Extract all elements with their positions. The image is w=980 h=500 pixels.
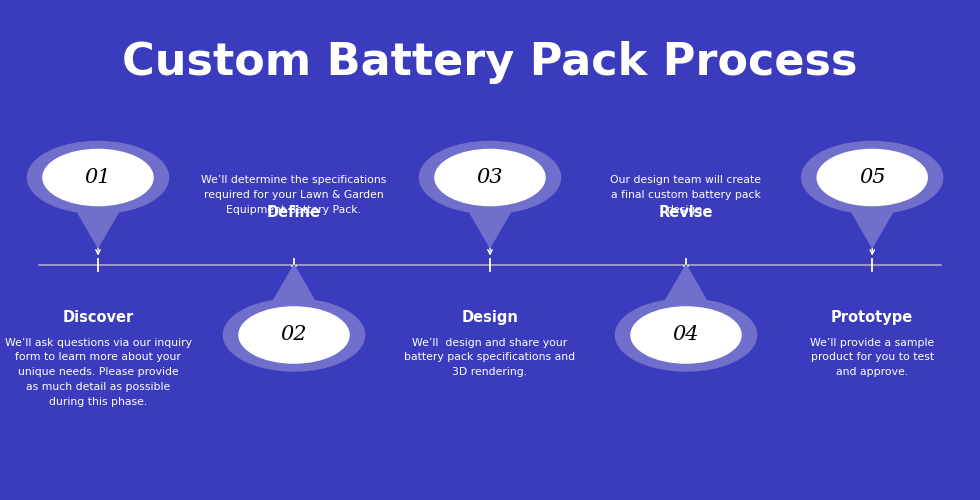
Circle shape [615,299,757,371]
Circle shape [43,150,153,206]
Text: Define: Define [267,205,321,220]
Text: Our design team will create
a final custom battery pack
design.: Our design team will create a final cust… [611,176,761,215]
Text: Design: Design [462,310,518,325]
Polygon shape [651,265,721,326]
Text: Custom Battery Pack Process: Custom Battery Pack Process [122,41,858,84]
Text: 02: 02 [280,326,308,344]
Circle shape [239,307,349,363]
Text: 03: 03 [476,168,504,187]
Text: Prototype: Prototype [831,310,913,325]
Text: Discover: Discover [63,310,133,325]
Polygon shape [259,265,329,326]
Circle shape [817,150,927,206]
Circle shape [419,142,561,214]
Polygon shape [455,186,525,248]
Text: We’ll  design and share your
battery pack specifications and
3D rendering.: We’ll design and share your battery pack… [405,338,575,377]
Text: We’ll provide a sample
product for you to test
and approve.: We’ll provide a sample product for you t… [810,338,934,377]
Circle shape [435,150,545,206]
Circle shape [223,299,365,371]
Text: Revise: Revise [659,205,713,220]
Text: 01: 01 [84,168,112,187]
Circle shape [27,142,169,214]
Text: 04: 04 [672,326,700,344]
Polygon shape [63,186,133,248]
Text: 05: 05 [858,168,886,187]
Text: We’ll determine the specifications
required for your Lawn & Garden
Equipment Bat: We’ll determine the specifications requi… [201,176,387,215]
Text: We’ll ask questions via our inquiry
form to learn more about your
unique needs. : We’ll ask questions via our inquiry form… [5,338,191,406]
Circle shape [631,307,741,363]
Polygon shape [837,186,907,248]
Circle shape [802,142,943,214]
